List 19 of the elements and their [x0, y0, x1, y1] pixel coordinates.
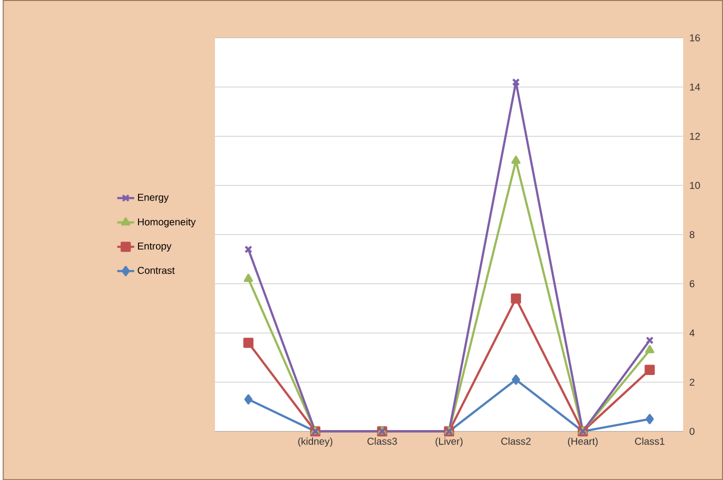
- y-tick-label: 8: [690, 231, 694, 238]
- legend-label: Homogeneity: [138, 218, 196, 228]
- y-tick-label: 10: [690, 182, 700, 189]
- legend-label: Entropy: [138, 242, 172, 252]
- x-tick-label: (kidney): [298, 437, 332, 447]
- x-tick-label: (Liver): [436, 437, 462, 447]
- legend-label: Contrast: [138, 266, 175, 274]
- legend-label: Energy: [138, 194, 169, 203]
- y-tick-label: 6: [690, 280, 694, 288]
- y-tick-label: 14: [690, 84, 700, 90]
- x-tick-label: Class1: [635, 437, 664, 445]
- y-tick-label: 12: [690, 132, 700, 140]
- x-tick-label: Class3: [367, 437, 397, 445]
- y-tick-label: 2: [690, 378, 694, 386]
- x-tick-label: Class2: [501, 437, 531, 445]
- y-tick-label: 16: [690, 34, 700, 42]
- x-tick-label: (Heart): [568, 437, 598, 447]
- y-tick-label: 4: [690, 329, 695, 336]
- y-tick-label: 0: [690, 428, 694, 435]
